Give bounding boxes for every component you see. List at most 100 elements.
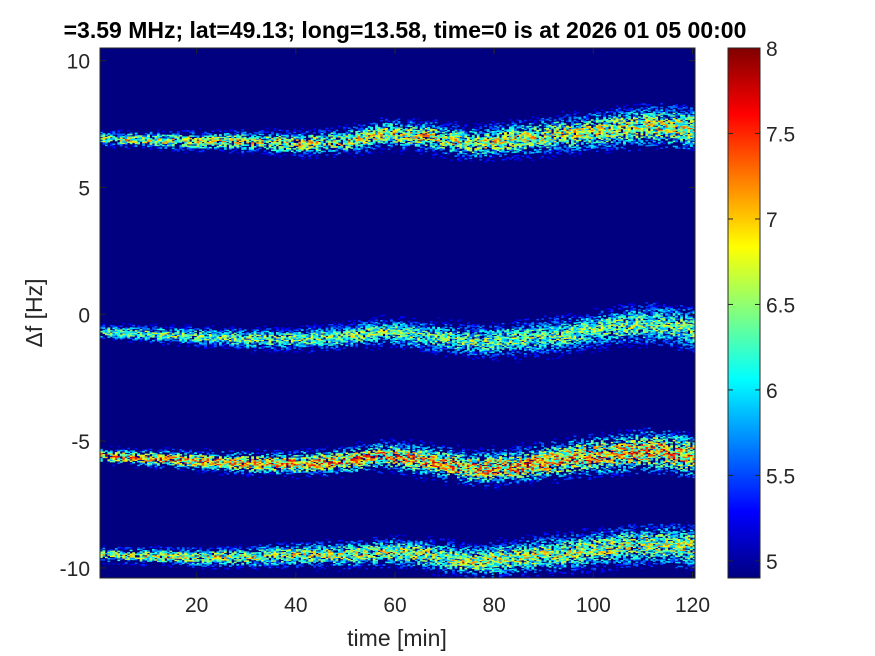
heatmap-cell xyxy=(276,152,279,154)
heatmap-cell xyxy=(323,142,326,145)
heatmap-cell xyxy=(325,327,329,330)
heatmap-cell xyxy=(152,328,155,331)
heatmap-cell xyxy=(181,146,185,149)
heatmap-cell xyxy=(310,345,314,347)
heatmap-cell xyxy=(166,335,170,338)
heatmap-cell xyxy=(504,129,507,132)
heatmap-cell xyxy=(323,137,326,140)
heatmap-cell xyxy=(665,124,669,127)
heatmap-cell xyxy=(206,143,210,145)
heatmap-cell xyxy=(610,132,614,135)
heatmap-cell xyxy=(333,342,336,345)
heatmap-cell xyxy=(568,131,572,134)
heatmap-cell xyxy=(293,329,297,332)
heatmap-cell xyxy=(682,142,686,145)
heatmap-cell xyxy=(479,148,483,151)
heatmap-cell xyxy=(682,146,686,148)
heatmap-cell xyxy=(320,134,324,136)
heatmap-cell xyxy=(417,123,421,126)
heatmap-cell xyxy=(189,331,193,334)
heatmap-cell xyxy=(266,152,269,155)
heatmap-cell xyxy=(283,133,287,136)
heatmap-cell xyxy=(355,152,359,155)
heatmap-cell xyxy=(308,340,312,342)
heatmap-cell xyxy=(633,142,636,144)
heatmap-cell xyxy=(263,340,267,343)
heatmap-cell xyxy=(194,146,197,149)
heatmap-cell xyxy=(442,148,445,150)
heatmap-cell xyxy=(367,338,371,340)
heatmap-cell xyxy=(618,140,621,143)
heatmap-cell xyxy=(271,144,274,146)
heatmap-cell xyxy=(504,142,507,144)
heatmap-cell xyxy=(290,135,294,137)
heatmap-cell xyxy=(300,147,304,150)
heatmap-cell xyxy=(372,327,376,329)
heatmap-cell xyxy=(642,129,646,132)
heatmap-cell xyxy=(350,341,354,344)
heatmap-cell xyxy=(102,134,106,136)
heatmap-cell xyxy=(201,146,205,149)
heatmap-cell xyxy=(573,142,577,145)
heatmap-cell xyxy=(407,342,411,345)
heatmap-cell xyxy=(382,338,386,341)
heatmap-cell xyxy=(469,137,473,139)
heatmap-cell xyxy=(568,113,572,116)
heatmap-cell xyxy=(330,327,334,330)
heatmap-cell xyxy=(399,346,403,349)
heatmap-cell xyxy=(429,134,433,137)
heatmap-cell xyxy=(320,342,324,344)
heatmap-cell xyxy=(615,142,619,144)
heatmap-cell xyxy=(501,151,505,153)
heatmap-cell xyxy=(377,335,381,338)
heatmap-cell xyxy=(501,143,505,146)
heatmap-cell xyxy=(303,143,307,146)
heatmap-cell xyxy=(437,131,440,133)
heatmap-cell xyxy=(571,149,574,151)
heatmap-cell xyxy=(650,139,654,142)
heatmap-cell xyxy=(457,148,460,150)
heatmap-cell xyxy=(268,136,272,139)
heatmap-cell xyxy=(407,343,411,346)
heatmap-cell xyxy=(516,119,520,121)
heatmap-cell xyxy=(355,344,359,347)
heatmap-cell xyxy=(494,147,497,149)
heatmap-cell xyxy=(432,139,435,141)
heatmap-cell xyxy=(454,136,458,138)
heatmap-cell xyxy=(268,328,272,330)
heatmap-cell xyxy=(124,143,128,146)
heatmap-cell xyxy=(295,150,299,153)
heatmap-cell xyxy=(280,137,284,139)
heatmap-cell xyxy=(665,118,669,121)
heatmap-cell xyxy=(298,334,302,336)
heatmap-cell xyxy=(630,139,634,142)
heatmap-cell xyxy=(608,149,612,151)
heatmap-cell xyxy=(620,146,624,149)
heatmap-cell xyxy=(268,344,272,347)
heatmap-cell xyxy=(481,137,485,139)
heatmap-cell xyxy=(637,103,641,106)
heatmap-cell xyxy=(459,157,463,159)
heatmap-cell xyxy=(377,141,381,144)
heatmap-cell xyxy=(427,147,431,149)
heatmap-cell xyxy=(385,134,388,136)
heatmap-cell xyxy=(459,143,463,145)
heatmap-cell xyxy=(372,341,376,343)
heatmap-cell xyxy=(333,143,336,146)
heatmap-cell xyxy=(246,340,250,343)
heatmap-cell xyxy=(655,107,659,110)
heatmap-cell xyxy=(360,321,364,323)
heatmap-cell xyxy=(318,145,321,148)
heatmap-cell xyxy=(285,329,289,332)
heatmap-cell xyxy=(533,126,537,128)
heatmap-cell xyxy=(543,145,547,148)
heatmap-cell xyxy=(201,139,205,141)
heatmap-cell xyxy=(652,135,656,138)
heatmap-cell xyxy=(546,128,550,131)
heatmap-cell xyxy=(347,324,351,326)
heatmap-cell xyxy=(414,145,418,147)
heatmap-cell xyxy=(204,132,207,135)
heatmap-cell xyxy=(380,326,383,328)
heatmap-cell xyxy=(320,130,324,132)
heatmap-cell xyxy=(395,136,398,138)
